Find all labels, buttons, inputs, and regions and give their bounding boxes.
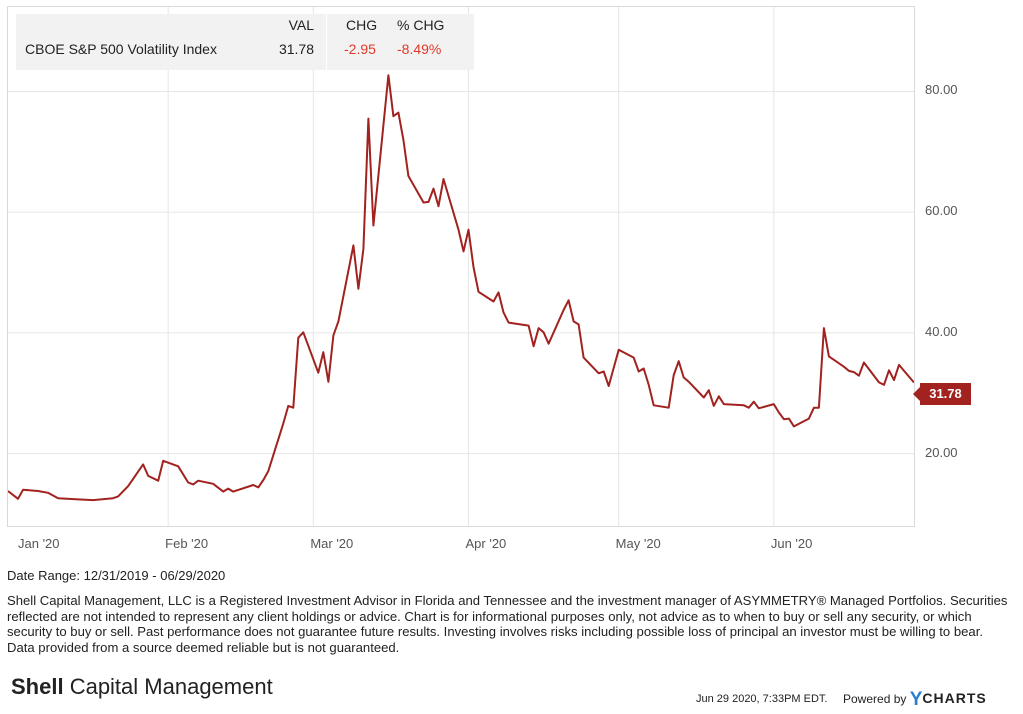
- x-tick-label: Mar '20: [310, 536, 354, 551]
- powered-by-label: Powered by: [843, 692, 907, 706]
- date-range: Date Range: 12/31/2019 - 06/29/2020: [7, 568, 226, 583]
- powered-by-ycharts[interactable]: Powered by YCHARTS: [843, 689, 987, 711]
- legend-header-pct: % CHG: [397, 17, 445, 33]
- series-line-vix: [8, 74, 914, 502]
- x-tick-label: May '20: [615, 536, 661, 551]
- brand-logo: Shell Capital Management: [11, 674, 273, 700]
- y-tick-label: 60.00: [925, 203, 958, 219]
- brand-logo-rest: Capital Management: [63, 674, 273, 699]
- legend-divider: [326, 14, 327, 70]
- y-tick-label: 40.00: [925, 323, 958, 339]
- brand-logo-bold: Shell: [11, 674, 64, 699]
- x-tick-label: Jan '20: [18, 536, 60, 551]
- y-tick-label: 20.00: [925, 444, 958, 460]
- ycharts-logo-icon: Y: [909, 689, 923, 710]
- x-tick-label: Jun '20: [770, 536, 813, 551]
- chart-plot: [8, 7, 914, 526]
- legend-value: 31.78: [278, 41, 314, 57]
- x-tick-label: Feb '20: [165, 536, 209, 551]
- legend-change: -2.95: [344, 41, 376, 57]
- disclaimer-text: Shell Capital Management, LLC is a Regis…: [7, 593, 1008, 655]
- chart-area: VAL CHG % CHG CBOE S&P 500 Volatility In…: [7, 6, 915, 527]
- chart-legend: VAL CHG % CHG CBOE S&P 500 Volatility In…: [16, 14, 474, 70]
- legend-header-val: VAL: [288, 17, 314, 33]
- last-value-badge: 31.78: [913, 383, 971, 405]
- legend-header-chg: CHG: [346, 17, 378, 33]
- y-tick-label: 80.00: [925, 82, 958, 98]
- x-tick-label: Apr '20: [465, 536, 507, 551]
- ycharts-logo-text: CHARTS: [922, 690, 987, 706]
- legend-percent-change: -8.49%: [397, 41, 442, 57]
- legend-series-name: CBOE S&P 500 Volatility Index: [25, 41, 217, 57]
- timestamp: Jun 29 2020, 7:33PM EDT.: [696, 693, 828, 705]
